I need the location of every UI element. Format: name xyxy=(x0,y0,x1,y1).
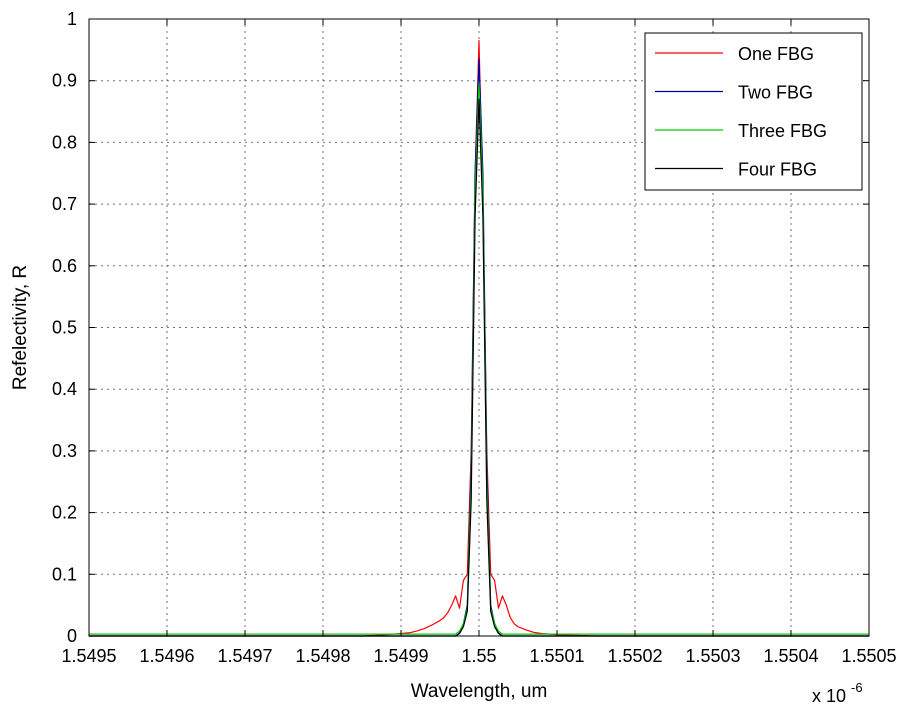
x-tick-label: 1.55 xyxy=(461,646,496,666)
legend: One FBG Two FBG Three FBG Four FBG xyxy=(644,32,863,191)
legend-label: One FBG xyxy=(738,44,814,64)
legend-label: Three FBG xyxy=(738,121,827,141)
x-tick-label: 1.5504 xyxy=(763,646,818,666)
x-axis-multiplier-base: x 10 xyxy=(812,686,846,706)
x-tick-label: 1.5496 xyxy=(139,646,194,666)
x-axis-multiplier-exponent: -6 xyxy=(851,680,863,695)
y-tick-label: 1 xyxy=(67,9,77,29)
x-tick-label: 1.5502 xyxy=(607,646,662,666)
y-tick-label: 0.6 xyxy=(52,256,77,276)
series-line-four-fbg xyxy=(89,98,869,637)
x-tick-label: 1.5503 xyxy=(685,646,740,666)
tick-layer: 1.5495 1.5496 1.5497 1.5498 1.5499 1.55 1.5501… xyxy=(52,9,897,666)
x-axis-label: Wavelength, um xyxy=(411,681,548,702)
legend-label: Four FBG xyxy=(738,160,817,180)
y-axis-label: Refelectivity, R xyxy=(10,265,31,390)
x-tick-label: 1.5497 xyxy=(217,646,272,666)
y-tick-label: 0.9 xyxy=(52,71,77,91)
y-tick-label: 0.7 xyxy=(52,194,77,214)
x-tick-label: 1.5499 xyxy=(373,646,428,666)
y-tick-label: 0.2 xyxy=(52,503,77,523)
series-layer xyxy=(89,39,869,637)
y-tick-label: 0.4 xyxy=(52,379,77,399)
y-tick-label: 0.1 xyxy=(52,564,77,584)
y-tick-label: 0.5 xyxy=(52,318,77,338)
series-line-three-fbg xyxy=(89,83,869,635)
legend-box xyxy=(644,32,863,191)
legend-label: Two FBG xyxy=(738,83,813,103)
y-tick-label: 0.8 xyxy=(52,132,77,152)
y-tick-label: 0 xyxy=(67,626,77,646)
y-tick-label: 0.3 xyxy=(52,441,77,461)
x-tick-label: 1.5498 xyxy=(295,646,350,666)
x-axis-multiplier: x 10 -6 xyxy=(812,680,863,706)
x-tick-label: 1.5501 xyxy=(529,646,584,666)
x-tick-label: 1.5495 xyxy=(61,646,116,666)
x-tick-label: 1.5505 xyxy=(841,646,896,666)
